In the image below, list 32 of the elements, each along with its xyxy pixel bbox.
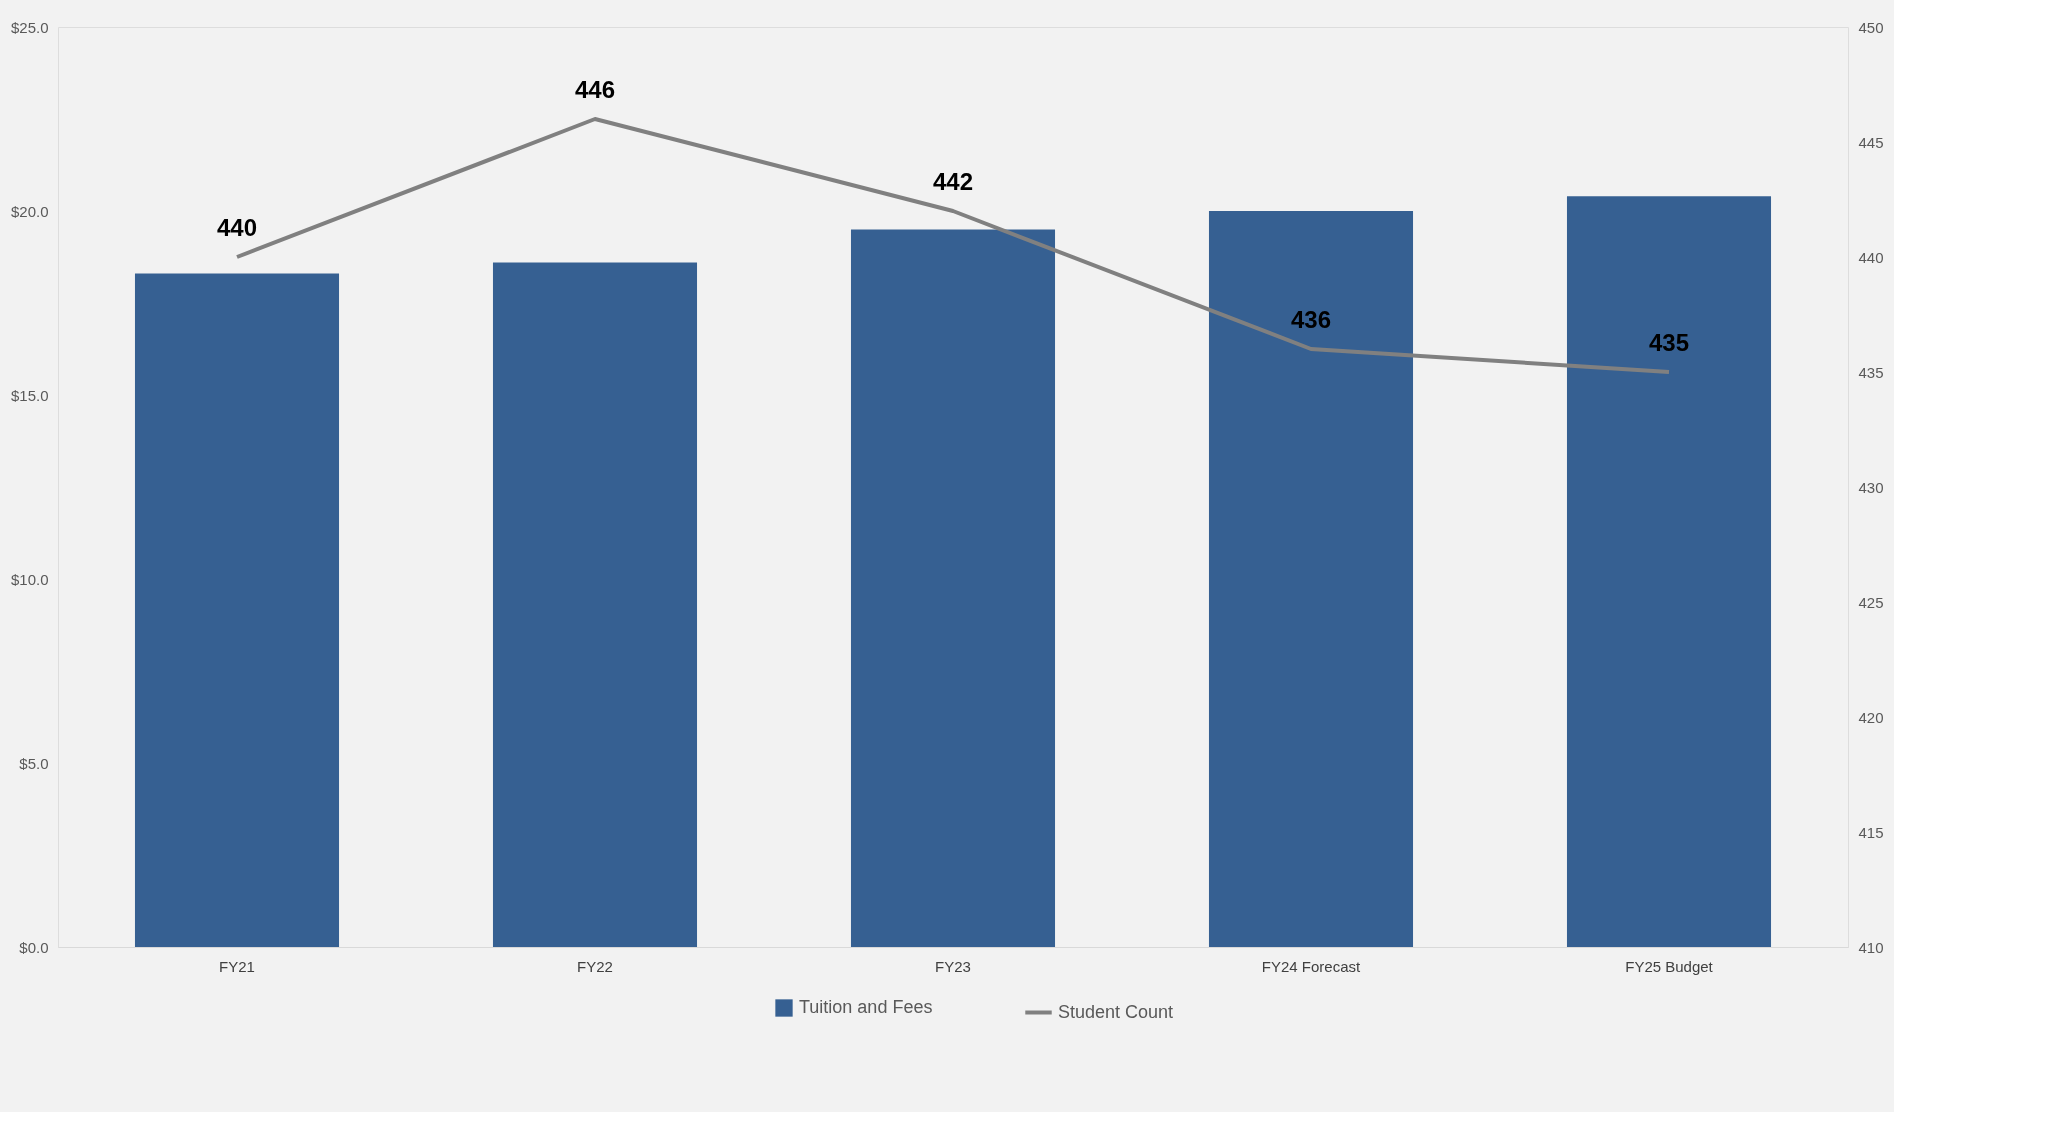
data-label: 446	[574, 76, 616, 103]
bar	[492, 262, 698, 947]
bar	[134, 273, 340, 947]
y2-tick-label: 430	[1858, 478, 1884, 496]
data-label: 440	[216, 214, 258, 241]
bar	[850, 229, 1056, 947]
y-tick-label: $10.0	[10, 570, 49, 588]
x-tick-label: FY21	[219, 957, 255, 975]
data-label: 442	[932, 168, 974, 195]
y-tick-label: $15.0	[10, 386, 49, 404]
x-tick-label: FY22	[577, 957, 613, 975]
data-label: 436	[1290, 306, 1332, 333]
x-tick-label: FY24 Forecast	[1261, 957, 1362, 975]
x-tick-label: FY25 Budget	[1625, 957, 1714, 975]
y-tick-label: $20.0	[10, 202, 49, 220]
y2-tick-label: 410	[1858, 938, 1884, 956]
y2-tick-label: 445	[1858, 133, 1884, 151]
bar	[1208, 211, 1414, 947]
x-tick-label: FY23	[935, 957, 971, 975]
y2-tick-label: 425	[1858, 593, 1884, 611]
y2-tick-label: 450	[1858, 18, 1884, 36]
data-label: 435	[1648, 329, 1690, 356]
y2-tick-label: 415	[1858, 823, 1884, 841]
y-tick-label: $25.0	[10, 18, 49, 36]
y-tick-label: $0.0	[19, 938, 49, 956]
y2-tick-label: 440	[1858, 248, 1884, 266]
y2-tick-label: 420	[1858, 708, 1884, 726]
legend-label: Student Count	[1058, 1001, 1174, 1022]
y-tick-label: $5.0	[19, 754, 49, 772]
bar	[1566, 196, 1772, 947]
legend-label: Tuition and Fees	[799, 997, 933, 1017]
y2-tick-label: 435	[1858, 363, 1884, 381]
